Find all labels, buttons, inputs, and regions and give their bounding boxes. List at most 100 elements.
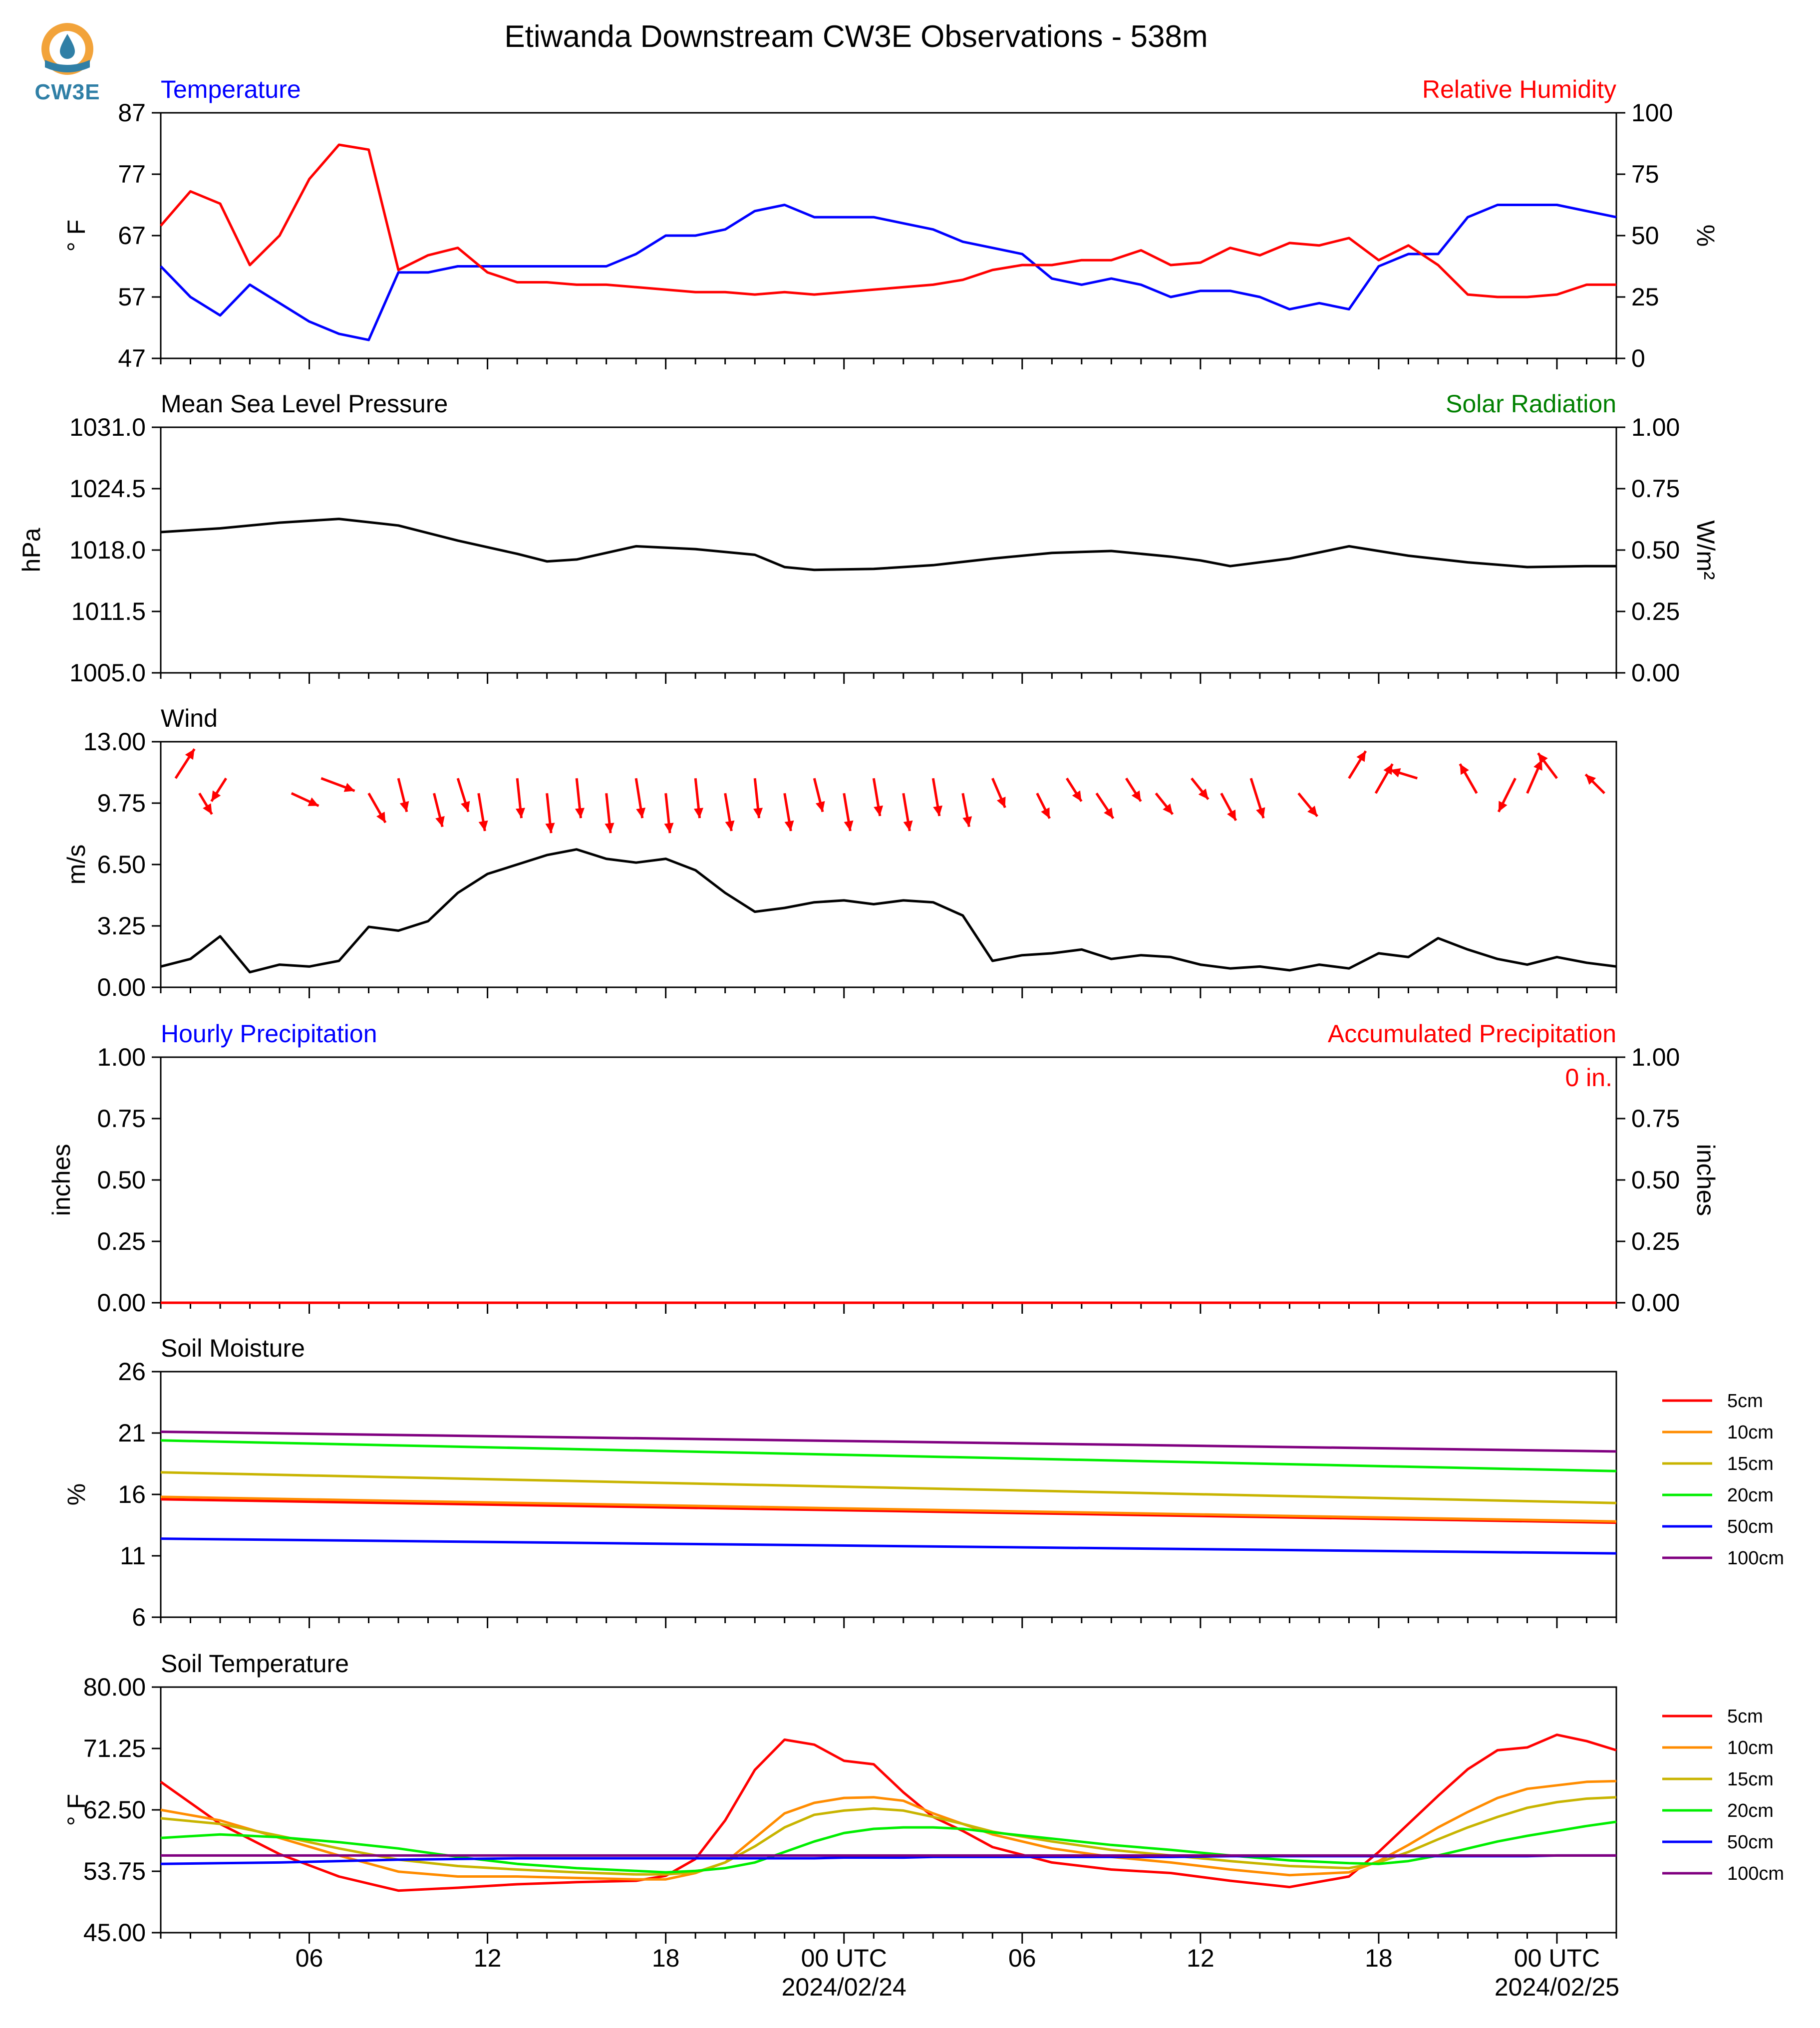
y-tick-label-left: 47 [118,344,146,372]
wind-arrow-head [1256,807,1265,819]
wind-arrow-head [1041,807,1050,819]
y-tick-label-right: 75 [1631,160,1659,188]
panel-title-left: Soil Moisture [161,1334,305,1362]
panel-soil-moisture: Soil Moisture 26 21 16 11 6% 5cm 10cm 15cm 20cm 50… [62,1334,1784,1631]
y-tick-label-left: 0.00 [97,973,146,1001]
wind-arrow-head [1227,809,1236,821]
y-tick-label-right: 0.00 [1631,1289,1680,1317]
wind-arrow-head [693,808,704,819]
wind-arrow-head [211,790,221,802]
y-tick-label-left: 11 [120,1542,146,1570]
series-line-wind-speed [160,848,1617,974]
y-tick-label-left: 45.00 [83,1919,146,1947]
x-tick-label: 00 UTC [1514,1944,1600,1972]
series-line-mean-sea-level-pressure [160,518,1616,572]
panel-title-left: Mean Sea Level Pressure [161,390,448,418]
y-tick-label-right: 0.75 [1631,1105,1680,1133]
y-tick-label-right: 0.50 [1631,536,1680,564]
wind-arrow-head [664,823,674,834]
wind-arrow-head [605,823,614,834]
wind-arrow-head [725,820,735,831]
y-tick-label-left: 62.50 [83,1796,146,1824]
series-line-50cm [160,1537,1617,1555]
y-tick-label-right: 0.75 [1631,475,1680,503]
plot-frame [160,426,1617,674]
y-tick-label-left: 0.00 [97,1289,146,1317]
plot-frame [160,112,1617,359]
y-tick-label-left: 1024.5 [69,475,146,503]
wind-arrow-head [844,820,854,831]
wind-arrow-head [435,816,445,827]
series-line-100cm [160,1431,1617,1453]
y-tick-label-right: 0.00 [1631,659,1680,687]
series-line-5cm [160,1734,1617,1892]
wind-arrow-head [478,820,488,831]
legend-label: 100cm [1727,1863,1784,1884]
wind-arrow-head [874,805,884,816]
series-line-5cm [160,1498,1617,1524]
y-tick-label-right: 0.25 [1631,597,1680,625]
y-tick-label-left: 1005.0 [69,659,146,687]
panel-title-right: Relative Humidity [1422,75,1616,103]
y-tick-label-left: 0.75 [97,1105,146,1133]
x-date-label: 2024/02/24 [782,1973,907,2001]
panel-soil-temperature: Soil Temperature 80.00 71.25 62.50 53.75 45.0… [62,1650,1784,1947]
series-line-20cm [160,1439,1617,1472]
y-tick-label-left: 3.25 [97,912,146,940]
y-tick-label-left: 77 [118,160,146,188]
y-tick-label-left: 1031.0 [69,413,146,441]
panel-title-left: Hourly Precipitation [161,1020,377,1048]
wind-arrow-head [343,783,355,792]
plot-frame [160,741,1617,988]
y-tick-label-left: 67 [118,222,146,250]
y-axis-label-left: hPa [17,528,45,572]
y-tick-label-left: 0.50 [97,1166,146,1194]
wind-arrow-head [962,816,972,827]
wind-arrow-head [461,801,470,812]
legend-label: 15cm [1727,1769,1774,1790]
wind-arrow-head [399,801,409,812]
y-axis-label-left: % [62,1483,90,1505]
panel-pressure: Mean Sea Level Pressure Solar Radiation 10… [17,390,1720,687]
wind-arrow-head [575,808,585,819]
y-tick-label-right: 100 [1631,99,1673,127]
y-axis-label-left: m/s [62,845,90,885]
wind-arrow-head [545,823,555,834]
wind-arrow-head [933,805,943,816]
y-tick-label-left: 6.50 [97,851,146,878]
x-tick-label: 06 [296,1944,323,1972]
legend-label: 50cm [1727,1516,1774,1537]
y-tick-label-left: 71.25 [83,1735,146,1762]
plot-frame [160,1371,1617,1618]
accumulated-precip-annotation: 0 in. [1565,1064,1612,1092]
wind-arrow-head [903,820,913,831]
y-axis-label-right: inches [1692,1144,1720,1216]
y-axis-label-left: inches [47,1144,75,1216]
panel-title-left: Soil Temperature [161,1650,349,1678]
series-line-10cm [160,1495,1617,1523]
panel-title-right: Accumulated Precipitation [1328,1020,1616,1048]
series-line-20cm [160,1820,1617,1874]
x-date-label: 2024/02/25 [1495,1973,1619,2001]
wind-arrow-head [185,749,195,760]
wind-arrow-head [1585,774,1596,785]
x-tick-label: 06 [1008,1944,1036,1972]
wind-arrow-head [1163,803,1173,815]
series-line-15cm [160,1796,1617,1876]
panel-wind: Wind 13.00 9.75 6.50 3.25 0.00 m/s [62,704,1617,1001]
y-tick-label-left: 87 [118,99,146,127]
legend-label: 10cm [1727,1422,1774,1443]
wind-arrow-head [784,820,794,831]
y-tick-label-right: 0.25 [1631,1227,1680,1255]
wind-arrow-head [1356,751,1366,762]
x-tick-label: 18 [652,1944,680,1972]
logo-text: CW3E [34,80,100,104]
wind-arrow-head [1460,764,1469,775]
series-line-10cm [160,1779,1617,1881]
legend-label: 5cm [1727,1391,1763,1412]
legend-label: 15cm [1727,1453,1774,1474]
wind-arrow-head [753,808,763,819]
legend-label: 100cm [1727,1548,1784,1569]
wind-arrow-head [376,812,386,823]
y-tick-label-left: 26 [118,1358,146,1386]
